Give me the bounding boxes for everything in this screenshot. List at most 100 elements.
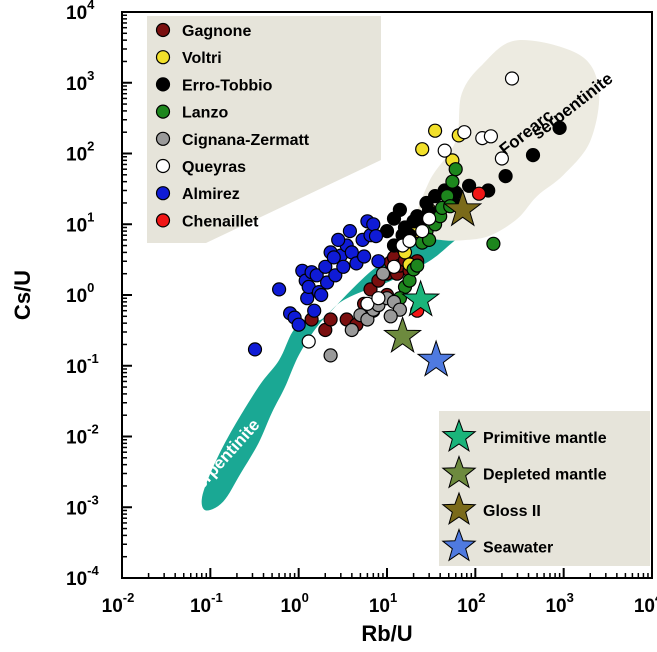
point-cignana-zermatt	[375, 266, 391, 281]
y-tick-label: 102	[66, 139, 94, 166]
axis-tick-labels: 10-2 10-1 100 101 102 103 104 10-4 10-3 10-2 10-1 1…	[66, 0, 657, 617]
y-axis-title: Cs/U	[10, 270, 35, 320]
y-tick-label: 10-3	[66, 492, 99, 519]
legend-label-voltri: Voltri	[182, 50, 222, 67]
point-gagnone	[363, 282, 378, 297]
legend-marker-lanzo	[155, 104, 171, 119]
point-almirez	[309, 268, 324, 283]
point-almirez	[357, 249, 372, 264]
y-tick-label: 103	[66, 68, 94, 95]
x-tick-label: 104	[634, 590, 657, 617]
point-almirez	[318, 259, 333, 274]
y-tick-label: 101	[66, 209, 94, 236]
x-tick-label: 100	[280, 590, 308, 617]
x-tick-label: 102	[457, 590, 485, 617]
legend-label-gagnone: Gagnone	[182, 23, 251, 40]
legend-ref-label-depleted-mantle: Depleted mantle	[483, 467, 607, 484]
point-queyras	[437, 143, 452, 158]
point-almirez	[366, 217, 381, 232]
point-erro-tobbio	[552, 120, 567, 136]
legend-label-cignana-zermatt: Cignana-Zermatt	[182, 132, 310, 149]
legend-marker-cignana-zermatt	[155, 131, 171, 146]
point-almirez	[314, 287, 329, 303]
legend-reference-background	[439, 411, 650, 566]
point-almirez	[247, 342, 263, 357]
point-erro-tobbio	[498, 169, 513, 184]
point-almirez	[291, 317, 306, 332]
point-cignana-zermatt	[344, 322, 359, 338]
legend-star-seawater	[441, 528, 477, 562]
data-points	[247, 71, 567, 363]
y-tick-label: 10-4	[66, 563, 99, 590]
point-erro-tobbio	[392, 202, 407, 217]
star-seawater	[416, 339, 456, 377]
point-queyras	[402, 233, 417, 249]
point-queyras	[386, 259, 402, 274]
point-queyras	[415, 224, 430, 239]
star-primitive-mantle	[401, 279, 441, 317]
point-voltri	[428, 123, 443, 138]
x-tick-label: 10-2	[102, 590, 135, 617]
point-almirez	[368, 229, 384, 244]
point-cignana-zermatt	[323, 348, 338, 363]
legend-samples-background	[147, 16, 381, 243]
point-almirez	[336, 259, 351, 274]
y-tick-label: 10-2	[66, 422, 99, 449]
point-lanzo	[410, 258, 425, 273]
reference-stars	[383, 189, 483, 377]
legend-marker-chenaillet	[155, 213, 171, 228]
point-queyras	[371, 291, 386, 306]
star-gloss-ii	[443, 189, 483, 227]
legend-marker-queyras	[155, 158, 171, 174]
oceanic-field-area	[201, 213, 480, 511]
legend-label-lanzo: Lanzo	[182, 105, 228, 122]
point-erro-tobbio	[462, 178, 477, 193]
y-tick-label: 100	[66, 280, 94, 307]
legend-star-gloss-ii	[441, 491, 477, 525]
legend-label-erro-tobbio: Erro-Tobbio	[182, 77, 273, 94]
legend-label-queyras: Queyras	[182, 159, 246, 176]
point-almirez	[326, 250, 341, 265]
point-lanzo	[486, 236, 501, 251]
point-almirez	[342, 224, 357, 239]
point-gagnone	[323, 312, 338, 327]
x-axis-title: Rb/U	[361, 621, 412, 646]
legend-marker-almirez	[155, 186, 171, 201]
point-almirez	[331, 232, 346, 247]
point-queyras	[360, 296, 375, 311]
axis-ticks	[121, 11, 653, 579]
legend-marker-gagnone	[155, 22, 171, 38]
point-lanzo	[445, 174, 460, 189]
legend-label-almirez: Almirez	[182, 186, 240, 203]
point-queyras	[483, 129, 498, 144]
y-tick-label: 104	[66, 0, 95, 24]
y-tick-label: 10-1	[66, 351, 99, 378]
point-lanzo	[448, 162, 463, 177]
point-queyras	[494, 151, 509, 166]
legend-samples: Gagnone Voltri Erro-Tobbio Lanzo Cignana-Zer…	[147, 16, 381, 243]
legend-ref-label-gloss-ii: Gloss II	[483, 503, 541, 520]
point-cignana-zermatt	[383, 309, 398, 324]
legend-star-primitive-mantle	[441, 418, 477, 452]
legend-marker-voltri	[155, 50, 171, 65]
legend-label-chenaillet: Chenaillet	[182, 213, 259, 230]
x-tick-label: 103	[545, 590, 573, 617]
x-tick-label: 101	[369, 590, 397, 617]
point-almirez	[272, 282, 287, 297]
point-queyras	[422, 211, 437, 226]
point-queyras	[504, 71, 520, 86]
legend-ref-label-seawater: Seawater	[483, 540, 553, 557]
legend-ref-label-primitive-mantle: Primitive mantle	[483, 430, 607, 447]
point-almirez	[307, 303, 322, 318]
point-voltri	[415, 142, 430, 157]
point-queyras	[457, 125, 472, 140]
legend-star-depleted-mantle	[441, 455, 477, 489]
point-erro-tobbio	[525, 148, 541, 163]
legend-marker-erro-tobbio	[155, 77, 171, 92]
star-depleted-mantle	[383, 315, 423, 354]
point-almirez	[371, 254, 386, 269]
legend-reference: Primitive mantle Depleted mantle Gloss II S…	[439, 411, 650, 566]
point-queyras	[301, 334, 316, 349]
point-chenaillet	[471, 186, 487, 201]
